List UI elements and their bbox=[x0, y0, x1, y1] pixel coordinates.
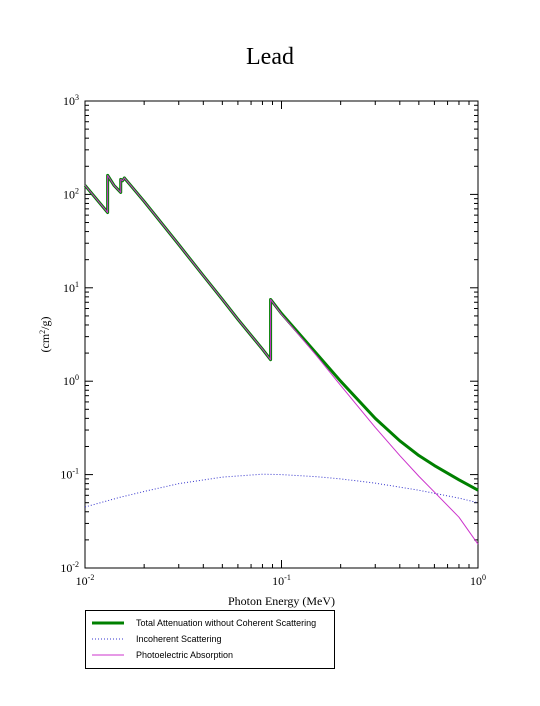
legend-label-total: Total Attenuation without Coherent Scatt… bbox=[136, 618, 317, 628]
y-tick-label: 103 bbox=[63, 93, 79, 108]
legend-item-incoherent: Incoherent Scattering bbox=[92, 632, 222, 646]
legend-label-photoelectric: Photoelectric Absorption bbox=[136, 650, 234, 660]
y-tick-label: 100 bbox=[63, 373, 79, 388]
y-tick-label: 10-1 bbox=[60, 467, 79, 482]
x-tick-label: 100 bbox=[470, 573, 486, 588]
legend-swatch-total bbox=[92, 621, 124, 625]
axis-ticks bbox=[84, 100, 479, 569]
legend: Total Attenuation without Coherent Scatt… bbox=[85, 610, 335, 669]
series-layer bbox=[83, 173, 479, 545]
legend-item-total: Total Attenuation without Coherent Scatt… bbox=[92, 616, 316, 630]
y-axis-label: (cm2/g) bbox=[38, 317, 52, 353]
legend-swatch-photoelectric bbox=[92, 654, 124, 656]
y-tick-label: 10-2 bbox=[60, 560, 79, 575]
series-line-1 bbox=[84, 473, 479, 508]
legend-item-photoelectric: Photoelectric Absorption bbox=[92, 648, 233, 662]
chart-title: Lead bbox=[246, 44, 294, 70]
y-tick-label: 101 bbox=[63, 280, 79, 295]
y-tick-label: 102 bbox=[63, 186, 79, 201]
tick-labels: 10-2 10-1 100 10-2 10-1 100 101 102 103 bbox=[60, 93, 486, 588]
x-tick-label: 10-2 bbox=[76, 573, 95, 588]
series-line-0 bbox=[83, 173, 479, 492]
legend-label-incoherent: Incoherent Scattering bbox=[136, 634, 222, 644]
plot-frame bbox=[84, 100, 479, 569]
x-axis-label: Photon Energy (MeV) bbox=[228, 594, 335, 608]
series-line-2 bbox=[84, 174, 479, 545]
legend-swatch-incoherent bbox=[92, 638, 124, 640]
x-tick-label: 10-1 bbox=[272, 573, 291, 588]
